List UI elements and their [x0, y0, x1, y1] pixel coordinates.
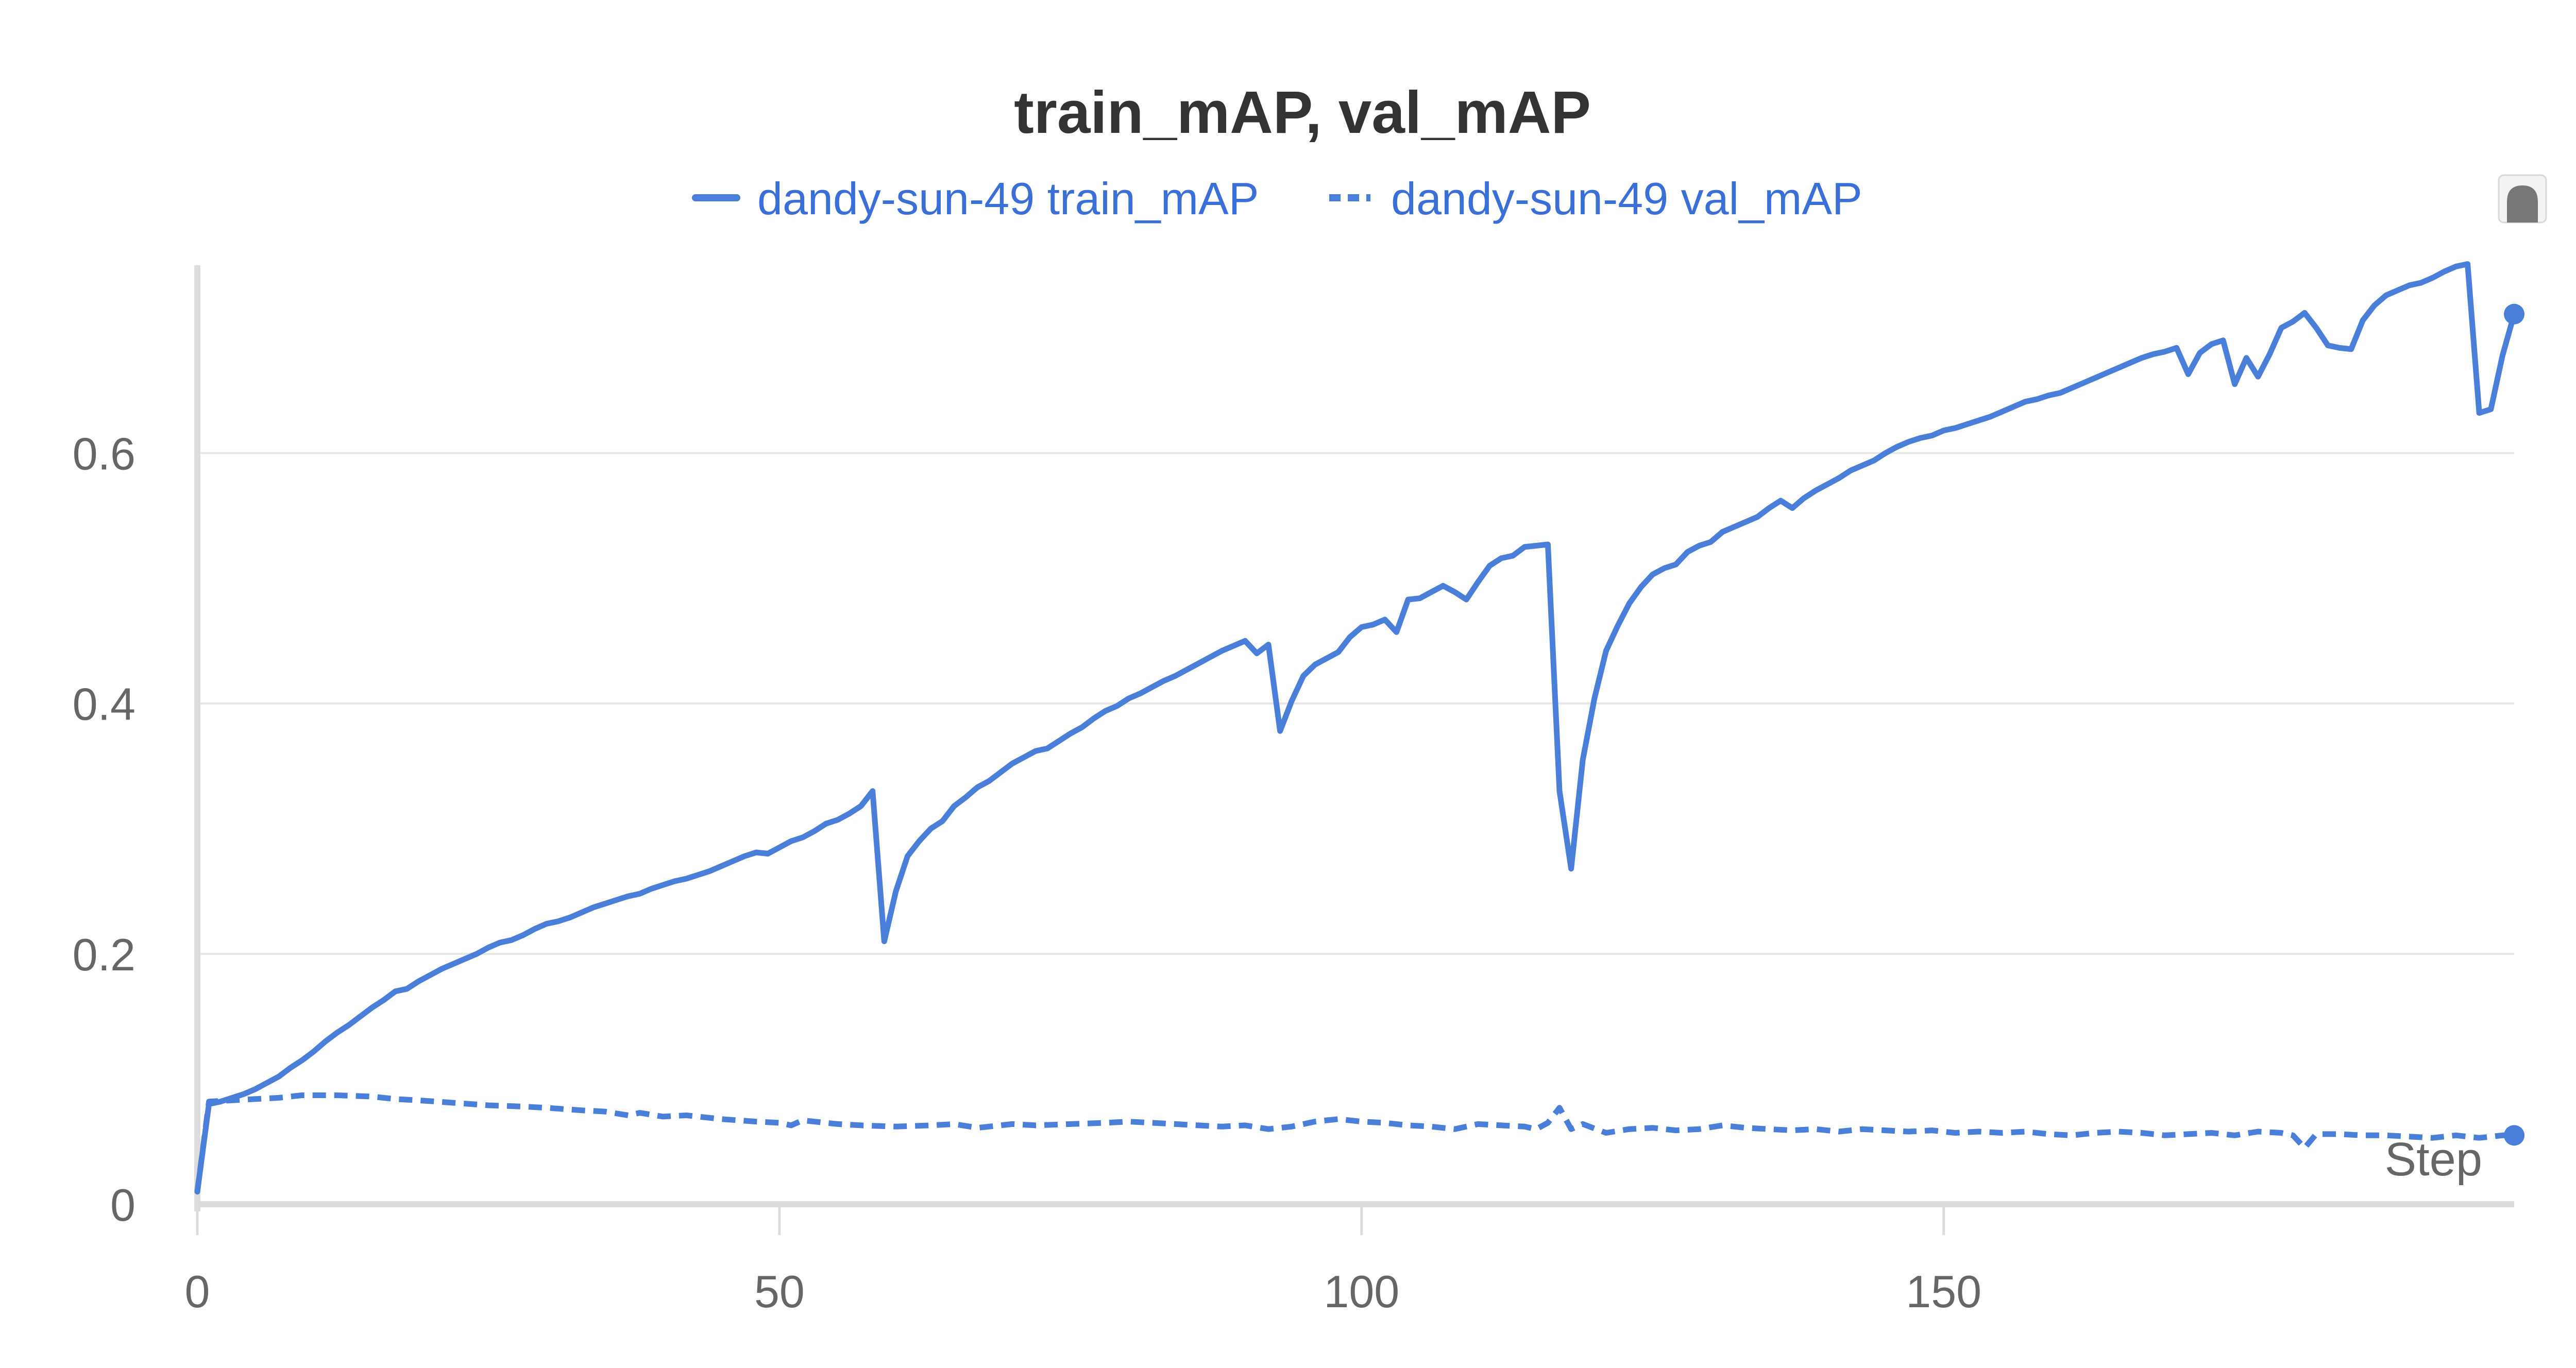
legend-label-val: dandy-sun-49 val_mAP: [1391, 173, 1862, 224]
legend-item-val[interactable]: dandy-sun-49 val_mAP: [1329, 173, 1862, 224]
x-axis-label: Step: [2385, 1133, 2482, 1186]
y-tick-label: 0.4: [73, 679, 135, 730]
series-lines: [194, 261, 2524, 1195]
tick-labels: 0 0.2 0.4 0.6 0 50 100 150: [73, 429, 1981, 1317]
grid-lines: [197, 452, 2514, 955]
train-map-line: [194, 261, 2517, 1195]
y-tick-label: 0: [110, 1179, 135, 1230]
x-tick-label: 50: [754, 1266, 805, 1317]
panel-menu-button[interactable]: [2498, 174, 2547, 224]
axes: [194, 265, 2514, 1235]
y-tick-label: 0.6: [73, 429, 135, 480]
panel-menu-glyph: [2507, 185, 2538, 223]
x-tick-label: 100: [1324, 1266, 1399, 1317]
legend: dandy-sun-49 train_mAP dandy-sun-49 val_…: [692, 173, 1862, 224]
train-map-endpoint: [2504, 303, 2524, 324]
y-tick-label: 0.2: [73, 929, 135, 980]
legend-label-train: dandy-sun-49 train_mAP: [757, 173, 1259, 224]
legend-item-train[interactable]: dandy-sun-49 train_mAP: [692, 173, 1259, 224]
x-tick-label: 0: [185, 1266, 210, 1317]
chart-title: train_mAP, val_mAP: [1014, 79, 1591, 146]
val-map-endpoint: [2504, 1125, 2524, 1146]
x-tick-label: 150: [1906, 1266, 1981, 1317]
val-map-line: [194, 1092, 2514, 1192]
